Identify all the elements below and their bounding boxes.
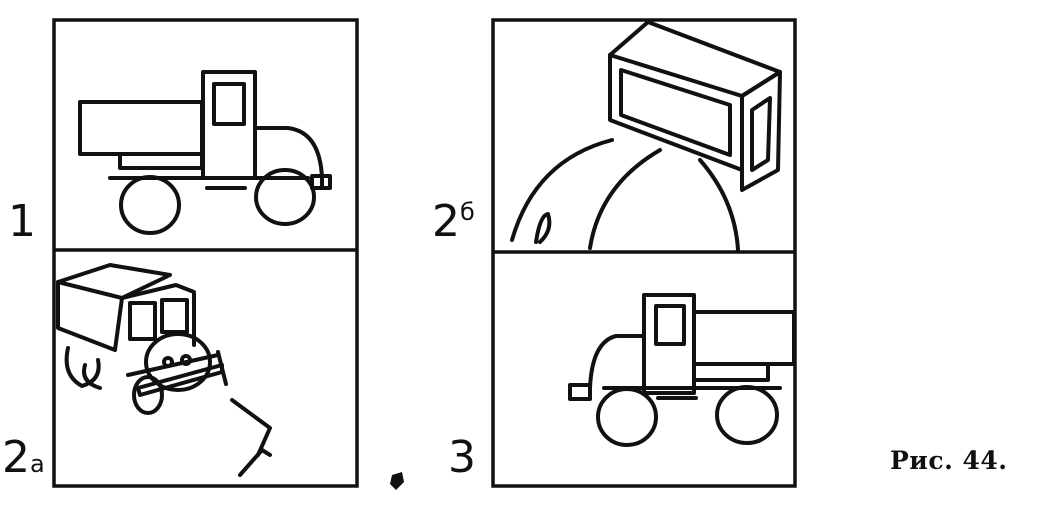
figure-caption: Рис. 44. — [890, 446, 1008, 475]
panel-label-3: 3 — [448, 432, 476, 483]
truck-side-view-icon — [78, 70, 332, 235]
panel-label-1: 1 — [8, 196, 36, 247]
panel-label-2b: 2б — [432, 196, 475, 247]
panel-label-2a: 2а — [2, 432, 45, 483]
ink-smudge — [390, 472, 404, 490]
truck-mirrored-icon — [568, 293, 796, 447]
right-frame — [491, 18, 797, 488]
cabin-closeup-icon — [510, 20, 782, 252]
truck-perspective-icon — [56, 263, 272, 477]
left-frame — [52, 18, 359, 488]
